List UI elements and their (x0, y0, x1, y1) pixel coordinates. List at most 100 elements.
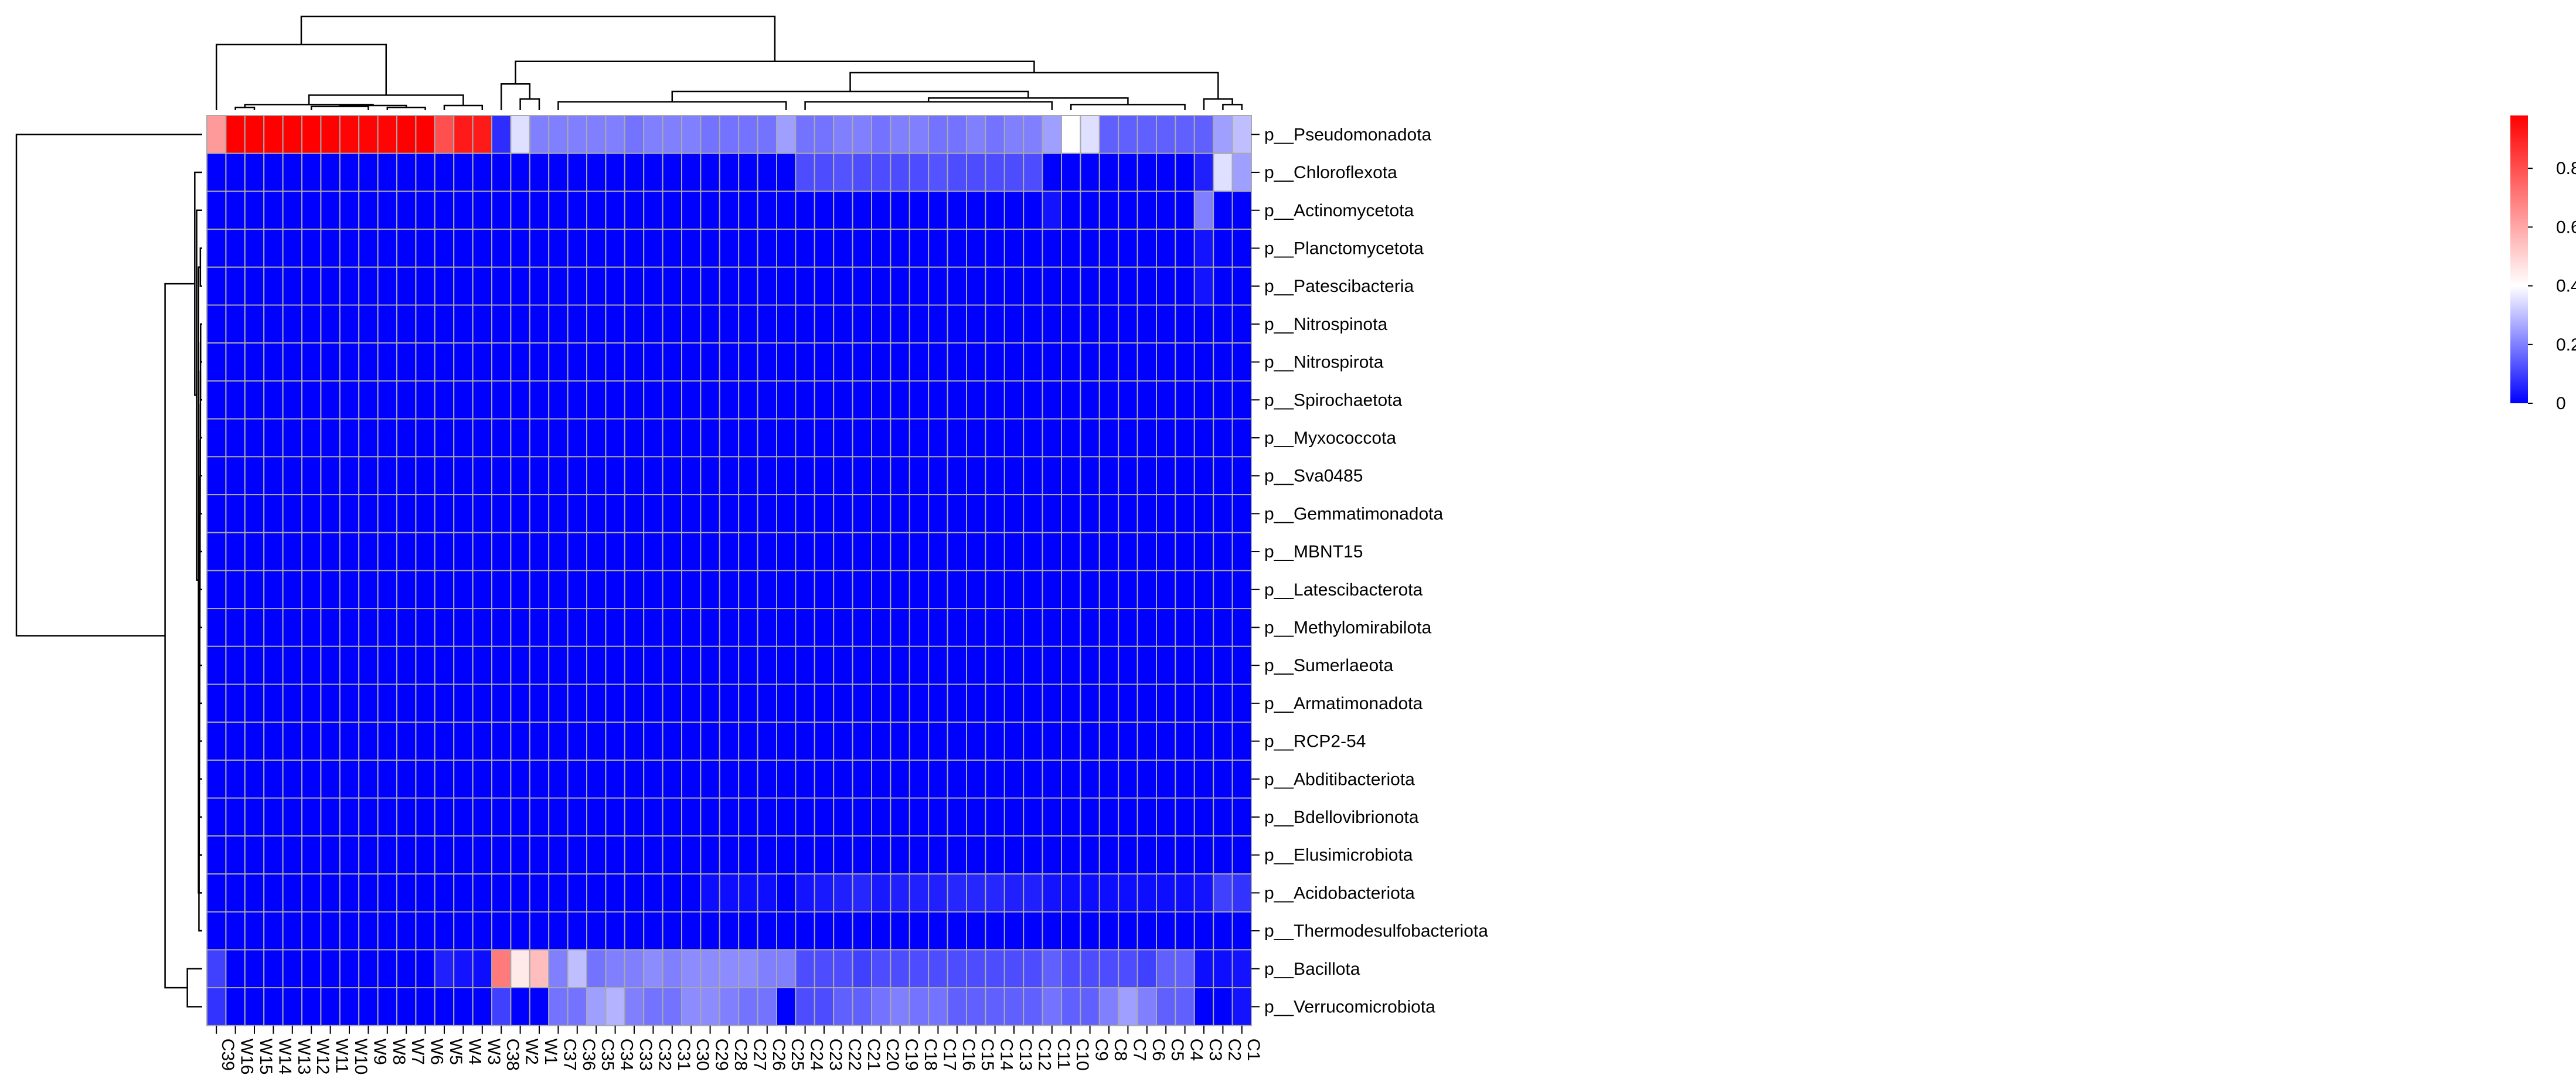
colorbar-tick-label: 0 (2556, 394, 2566, 413)
heatmap-cell (396, 570, 417, 610)
heatmap-cell (510, 911, 530, 951)
heatmap-cell (643, 645, 663, 685)
heatmap-cell (985, 608, 1005, 647)
heatmap-cell (757, 911, 777, 951)
heatmap-cell (206, 190, 227, 230)
heatmap-cell (263, 380, 284, 420)
heatmap-cell (605, 266, 625, 306)
heatmap-cell (358, 266, 379, 306)
heatmap-cell (263, 266, 284, 306)
heatmap-cell (643, 608, 663, 647)
heatmap-cell (1003, 532, 1025, 571)
column-dendrogram-branch (849, 72, 1219, 99)
heatmap-cell (434, 873, 455, 913)
heatmap-cell (529, 722, 550, 761)
heatmap-cell (510, 456, 530, 495)
heatmap-cell (871, 759, 891, 799)
heatmap-cell (472, 608, 492, 647)
heatmap-cell (852, 645, 872, 685)
heatmap-cell (358, 759, 379, 799)
heatmap-cell (320, 532, 341, 571)
heatmap-cell (206, 683, 227, 723)
heatmap-cell (776, 645, 797, 685)
heatmap-cell (795, 494, 815, 533)
heatmap-cell (1136, 418, 1157, 458)
heatmap-cell (244, 683, 265, 723)
heatmap-cell (1003, 949, 1025, 989)
heatmap-cell (1213, 683, 1233, 723)
heatmap-cell (1042, 873, 1062, 913)
heatmap-cell (1080, 911, 1100, 951)
heatmap-cell (282, 456, 303, 495)
heatmap-cell (491, 342, 512, 382)
heatmap-cell (244, 722, 265, 761)
heatmap-cell (1136, 835, 1157, 875)
heatmap-cell (567, 911, 587, 951)
heatmap-cell (700, 304, 720, 344)
heatmap-cell (1193, 608, 1214, 647)
heatmap-cell (719, 494, 740, 533)
heatmap-cell (1023, 115, 1043, 154)
heatmap-cell (567, 608, 587, 647)
heatmap-cell (966, 456, 986, 495)
heatmap-cell (719, 911, 740, 951)
heatmap-cell (947, 532, 967, 571)
heatmap-cell (225, 342, 246, 382)
heatmap-cell (396, 835, 417, 875)
heatmap-cell (434, 835, 455, 875)
heatmap-cell (282, 152, 303, 192)
heatmap-cell (491, 683, 512, 723)
heatmap-cell (415, 266, 435, 306)
heatmap-cell (1118, 835, 1138, 875)
heatmap-cell (928, 229, 948, 268)
heatmap-cell (966, 532, 986, 571)
heatmap-cell (453, 190, 474, 230)
heatmap-cell (548, 987, 569, 1026)
heatmap-cell (1080, 608, 1100, 647)
heatmap-cell (700, 266, 720, 306)
heatmap-cell (1042, 835, 1062, 875)
heatmap-cell (1213, 987, 1233, 1026)
heatmap-cell (510, 418, 530, 458)
heatmap-cell (928, 304, 948, 344)
heatmap-cell (1061, 911, 1081, 951)
heatmap-cell (852, 342, 872, 382)
heatmap-cell (1023, 456, 1043, 495)
heatmap-cell (814, 911, 835, 951)
heatmap-cell (624, 797, 645, 837)
heatmap-cell (358, 722, 379, 761)
heatmap-cell (1193, 115, 1214, 154)
column-label: C3 (1206, 1039, 1225, 1061)
heatmap-cell (529, 190, 550, 230)
heatmap-cell (320, 759, 341, 799)
heatmap-cell (225, 608, 246, 647)
heatmap-cell (1213, 645, 1233, 685)
heatmap-cell (776, 797, 797, 837)
heatmap-cell (491, 570, 512, 610)
row-dendrogram-branch (164, 283, 195, 989)
heatmap-cell (1118, 608, 1138, 647)
heatmap-cell (890, 152, 910, 192)
row-label: p__Chloroflexota (1264, 163, 1397, 182)
column-label: W5 (446, 1039, 465, 1065)
heatmap-cell (1118, 570, 1138, 610)
heatmap-cell (624, 570, 645, 610)
heatmap-cell (453, 304, 474, 344)
heatmap-cell (700, 608, 720, 647)
heatmap-cell (1118, 190, 1138, 230)
heatmap-cell (225, 418, 246, 458)
heatmap-cell (871, 418, 891, 458)
heatmap-cell (605, 759, 625, 799)
heatmap-cell (1156, 608, 1176, 647)
heatmap-cell (1118, 873, 1138, 913)
heatmap-cell (434, 229, 455, 268)
heatmap-cell (871, 987, 891, 1026)
heatmap-cell (700, 115, 720, 154)
heatmap-cell (947, 570, 967, 610)
heatmap-cell (434, 380, 455, 420)
heatmap-cell (586, 911, 607, 951)
heatmap-cell (1042, 532, 1062, 571)
heatmap-cell (1023, 494, 1043, 533)
heatmap-cell (1080, 190, 1100, 230)
heatmap-cell (472, 229, 492, 268)
